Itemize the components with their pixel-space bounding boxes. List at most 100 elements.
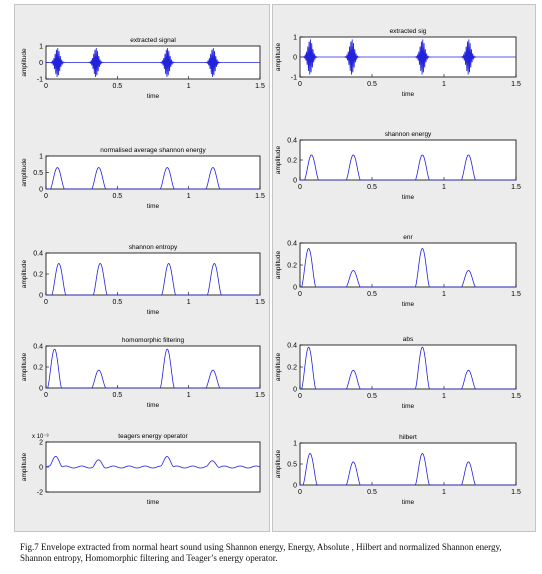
signal-line	[46, 47, 260, 78]
x-tick-label: 1.5	[511, 489, 521, 496]
y-tick-label: 1	[39, 44, 43, 51]
signal-line	[45, 456, 261, 469]
subplot-5: teagers energy operator x 10⁻³2 0 -2 time amp…	[21, 433, 261, 506]
y-tick-label: 0	[293, 55, 297, 62]
x-tick-label: 1	[442, 184, 446, 191]
x-tick-label: 0	[44, 299, 48, 306]
y-axis-label: amplitude	[21, 353, 28, 382]
y-axis-label: amplitude	[275, 450, 282, 479]
subplot-3: shannon entropy 0.4 0.2 00 0.5 1 1.5 time amplit…	[21, 244, 265, 316]
subplot-4: homomorphic filtering 0.4 0.2 00 0.5 1 1.5 time…	[21, 337, 265, 409]
y-tick-label: 0.2	[33, 272, 43, 279]
subplot-title: enr	[403, 234, 413, 241]
y-tick-label: 0.5	[287, 462, 297, 469]
y-tick-label: 0.4	[33, 344, 43, 351]
x-tick-label: 0	[298, 489, 302, 496]
x-tick-label: 1.5	[255, 83, 265, 90]
x-tick-label: 0.5	[112, 392, 122, 399]
x-axis-label: time	[147, 499, 160, 506]
x-tick-label: 1	[442, 291, 446, 298]
x-axis-label: time	[147, 203, 160, 210]
y-axis-label: amplitude	[275, 146, 282, 175]
x-tick-label: 1	[187, 83, 191, 90]
y-tick-label: 0	[39, 293, 43, 300]
y-axis-label: amplitude	[275, 251, 282, 280]
y-tick-label: 0	[39, 386, 43, 393]
x-axis-label: time	[402, 91, 415, 98]
subplot-title: abs	[403, 336, 414, 343]
y-tick-label: 0.2	[287, 365, 297, 372]
y-tick-label: 0.4	[287, 138, 297, 145]
y-tick-label: -1	[291, 75, 297, 82]
x-axis-label: time	[147, 402, 160, 409]
y-tick-label: 0	[39, 60, 43, 67]
figure-caption: Fig.7 Envelope extracted from normal hea…	[20, 542, 502, 563]
x-tick-label: 1	[442, 489, 446, 496]
y-tick-label: 0	[39, 187, 43, 194]
subplot-title: homomorphic filtering	[122, 337, 185, 344]
plot-area	[299, 344, 517, 390]
y-tick-label: -2	[37, 490, 43, 497]
x-tick-label: 0	[298, 81, 302, 88]
y-tick-label: 1	[293, 441, 297, 448]
x-tick-label: 0.5	[112, 83, 122, 90]
y-tick-label: 0.2	[287, 158, 297, 165]
subplot-10: hilbert 1 0.5 00 0.5 1 1.5 time amplitude	[275, 434, 521, 506]
y-tick-label: 0	[293, 483, 297, 490]
y-tick-label: 1	[293, 35, 297, 42]
x-tick-label: 1.5	[511, 393, 521, 400]
signal-line	[300, 154, 516, 181]
x-tick-label: 0	[298, 393, 302, 400]
y-tick-label: 0.4	[33, 251, 43, 258]
subplot-title: extracted signal	[130, 37, 176, 44]
y-axis-label: amplitude	[21, 48, 28, 77]
plot-area	[45, 345, 261, 389]
subplot-title: shannon energy	[385, 131, 432, 138]
x-axis-label: time	[402, 301, 415, 308]
plot-area	[299, 242, 517, 288]
subplot-2: normalised average shannon energy 1 0.5 00 0…	[21, 147, 265, 210]
signal-line	[46, 167, 260, 190]
x-tick-label: 0	[44, 392, 48, 399]
y-axis-label: amplitude	[21, 158, 28, 187]
signal-line	[300, 346, 516, 390]
y-tick-label: 1	[39, 154, 43, 161]
signal-line	[46, 348, 260, 389]
x-tick-label: 1.5	[255, 299, 265, 306]
subplot-title: teagers energy operator	[118, 433, 188, 440]
y-axis-label: amplitude	[275, 353, 282, 382]
x-tick-label: 1.5	[511, 184, 521, 191]
x-tick-label: 1	[187, 392, 191, 399]
x-tick-label: 0	[298, 184, 302, 191]
x-axis-label: time	[147, 93, 160, 100]
plot-area	[45, 155, 261, 190]
subplot-title: extracted sig	[390, 28, 427, 35]
x-tick-label: 0	[298, 291, 302, 298]
x-axis-label: time	[402, 403, 415, 410]
subplot-9: abs 0.4 0.2 00 0.5 1 1.5 time amplitude	[275, 336, 521, 410]
x-tick-label: 0	[44, 193, 48, 200]
y-tick-label: 0	[293, 285, 297, 292]
y-tick-label: 0.5	[33, 170, 43, 177]
y-tick-label: 0.2	[287, 263, 297, 270]
y-tick-label: 0	[293, 178, 297, 185]
scale-label: x 10⁻³	[32, 434, 49, 440]
x-tick-label: 1.5	[511, 291, 521, 298]
x-axis-label: time	[147, 309, 160, 316]
x-tick-label: 0.5	[367, 393, 377, 400]
x-tick-label: 1.5	[511, 81, 521, 88]
x-tick-label: 1	[442, 393, 446, 400]
subplot-title: hilbert	[399, 434, 417, 441]
plot-area	[299, 139, 517, 181]
x-axis-label: time	[402, 194, 415, 201]
x-axis-label: time	[402, 499, 415, 506]
y-tick-label: 0.2	[33, 365, 43, 372]
y-axis-label: amplitude	[21, 260, 28, 289]
x-tick-label: 0.5	[367, 81, 377, 88]
y-tick-label: 0	[39, 465, 43, 472]
x-tick-label: 0.5	[112, 299, 122, 306]
y-axis-label: amplitude	[275, 43, 282, 72]
